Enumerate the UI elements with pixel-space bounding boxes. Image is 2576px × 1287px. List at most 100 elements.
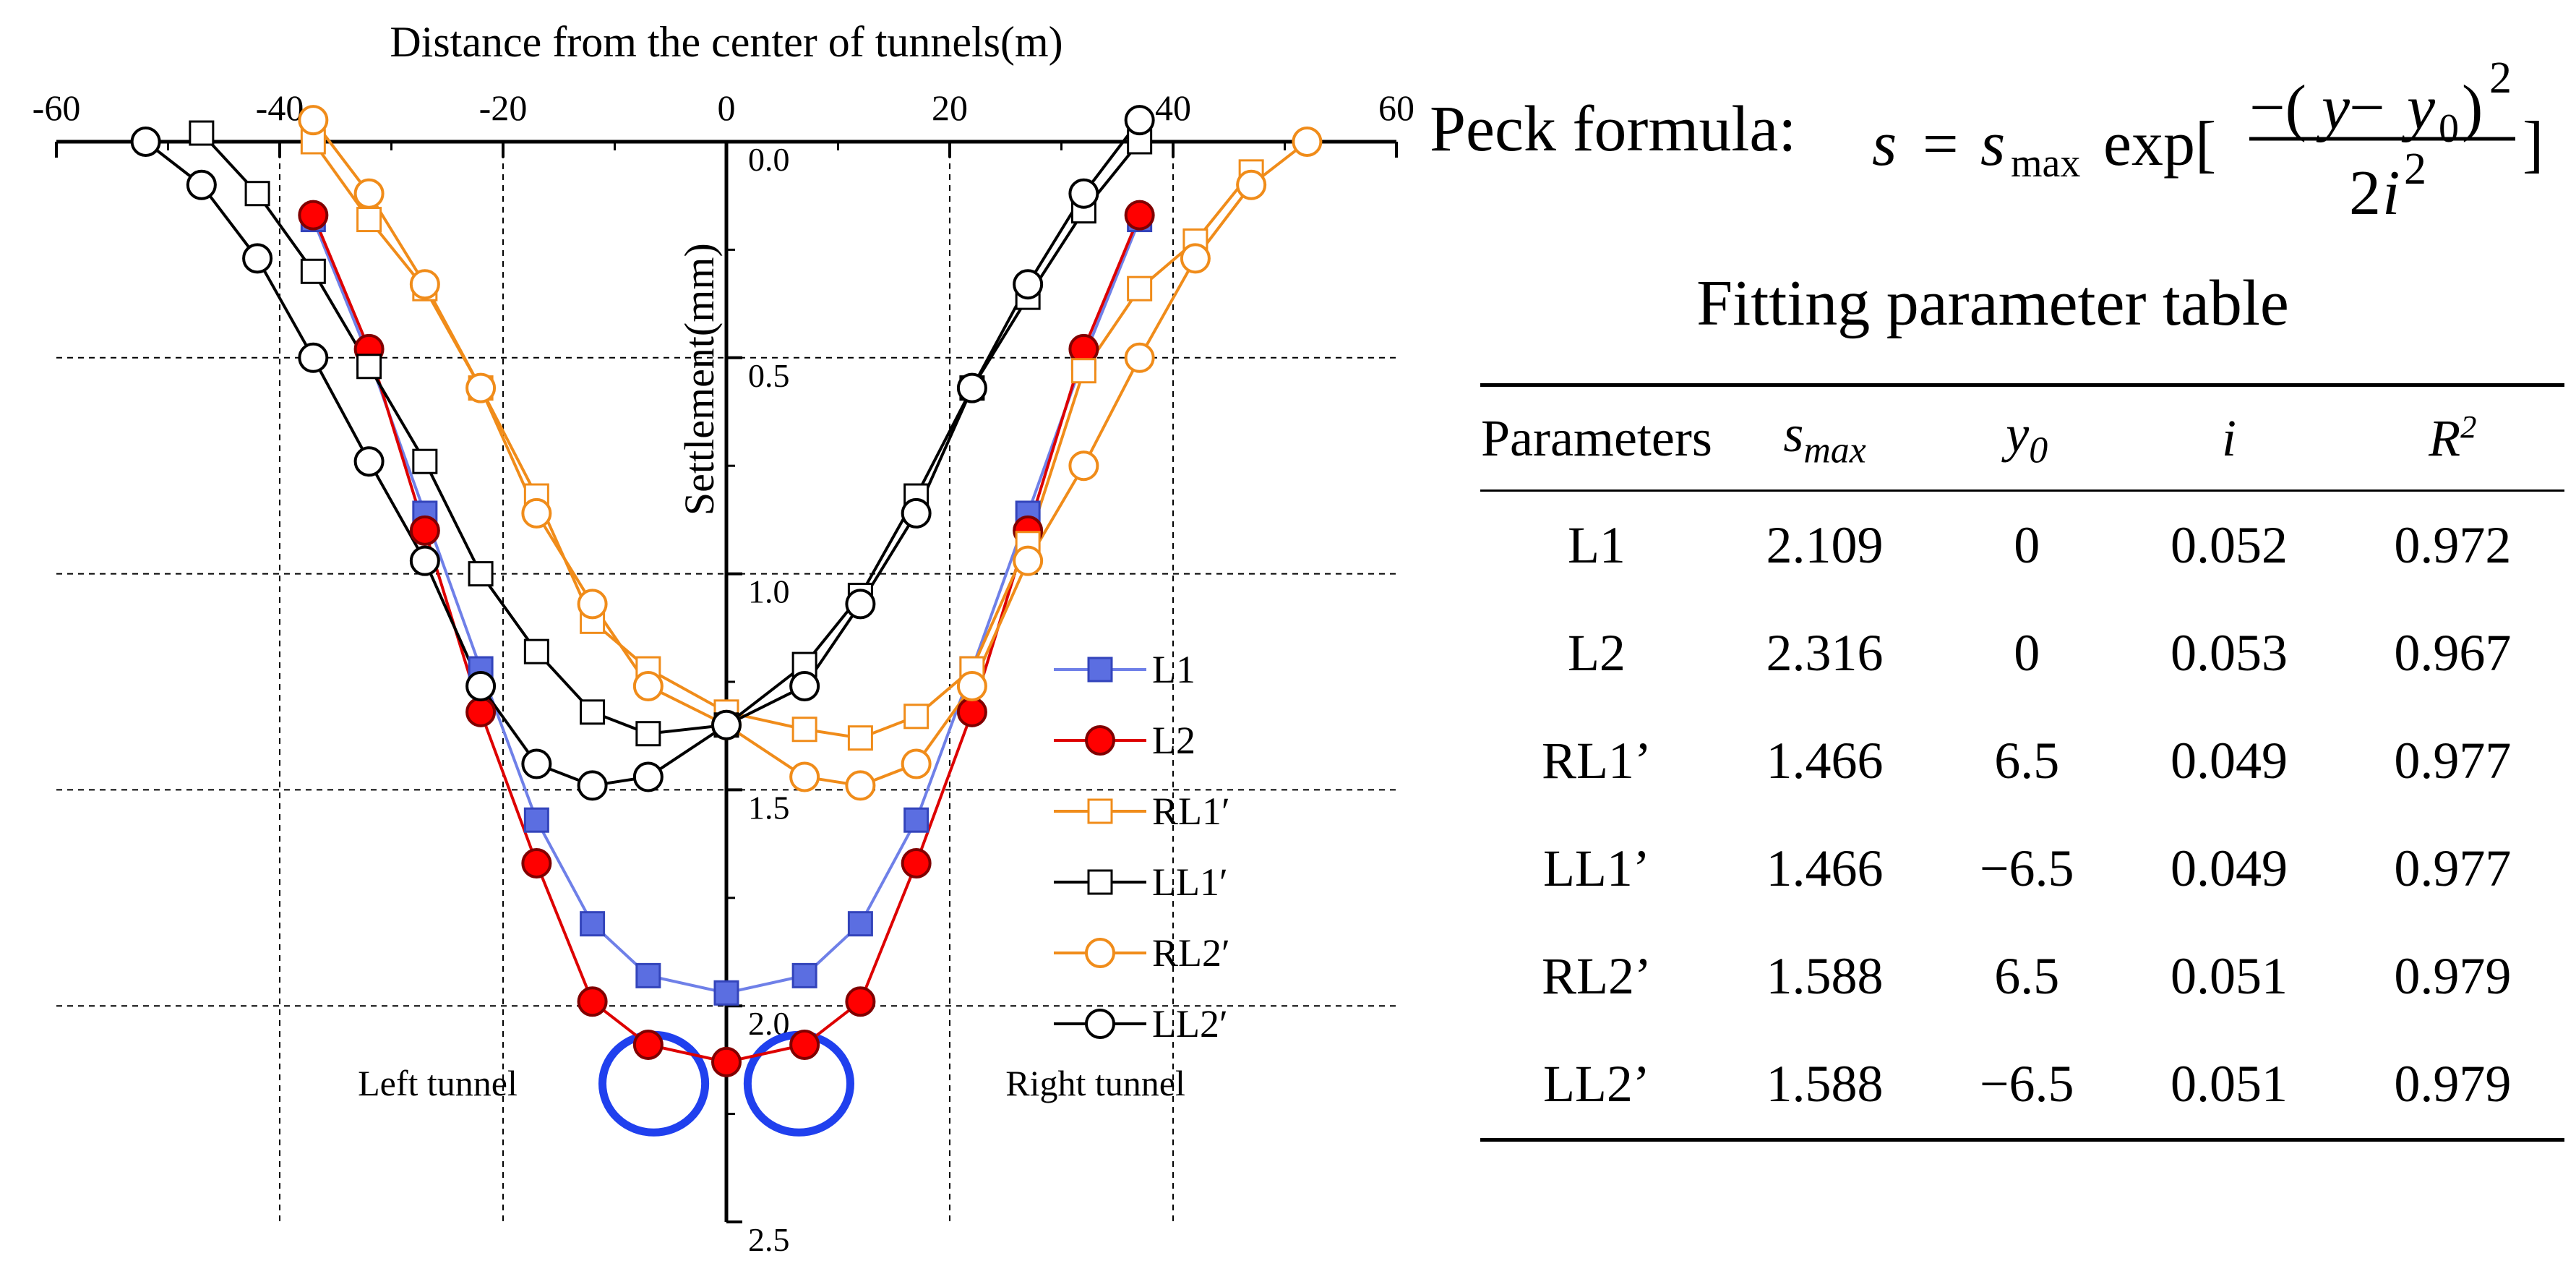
data-point bbox=[468, 561, 494, 587]
data-point bbox=[789, 761, 820, 792]
data-point bbox=[956, 670, 987, 701]
data-point bbox=[1013, 545, 1044, 576]
table-row: L1 2.109 0 0.052 0.972 bbox=[1480, 491, 2564, 600]
data-point bbox=[409, 515, 440, 546]
table-cell: 0.049 bbox=[2170, 732, 2288, 790]
formula-close: ] bbox=[2523, 109, 2543, 179]
data-point bbox=[356, 354, 382, 380]
data-point bbox=[412, 448, 438, 474]
x-tick-label: 40 bbox=[1155, 87, 1191, 128]
formula-num-y0: y bbox=[2401, 73, 2436, 143]
table-cell: 0.052 bbox=[2170, 516, 2288, 574]
legend-label: LL2′ bbox=[1152, 1002, 1228, 1046]
table-cell: −6.5 bbox=[1936, 1030, 2118, 1142]
data-point bbox=[1236, 169, 1267, 200]
formula-s: s bbox=[1980, 109, 2005, 179]
legend-marker bbox=[1087, 869, 1113, 895]
peck-formula-math: s = s max exp[ −( y − y 0 ) 2 2 i 2 ] bbox=[1872, 54, 2543, 228]
table-cell: 6.5 bbox=[1994, 947, 2060, 1005]
legend-marker bbox=[1085, 1009, 1115, 1039]
table-body: L1 2.109 0 0.052 0.972 L2 2.316 0 0.053 0.967 RL1’… bbox=[1480, 491, 2564, 1142]
data-point bbox=[791, 962, 817, 988]
formula-s-sub: max bbox=[2011, 141, 2080, 186]
x-tick-label: -20 bbox=[479, 87, 528, 128]
data-point bbox=[298, 105, 329, 136]
data-point bbox=[244, 181, 270, 207]
table-header-cell: i bbox=[2117, 383, 2341, 492]
table-cell: 0.972 bbox=[2394, 516, 2512, 574]
tunnel-label: Left tunnel bbox=[358, 1063, 518, 1103]
fitting-panel: Peck formula: s = s max exp[ −( y − y 0 … bbox=[1409, 0, 2576, 1287]
formula-num-minus2: − bbox=[2349, 73, 2385, 143]
data-point bbox=[713, 980, 739, 1006]
data-point bbox=[632, 670, 664, 701]
data-point bbox=[465, 696, 497, 727]
x-tick-label: 0 bbox=[718, 87, 736, 128]
legend-marker bbox=[1087, 798, 1113, 824]
data-point bbox=[1292, 127, 1323, 157]
table-cell: RL2’ bbox=[1541, 947, 1652, 1005]
x-tick-label: 20 bbox=[932, 87, 968, 128]
formula-equals: = bbox=[1923, 109, 1959, 179]
table-cell: 0.053 bbox=[2170, 624, 2288, 682]
y-tick-label: 2.5 bbox=[748, 1221, 790, 1258]
formula-num-pow: 2 bbox=[2489, 54, 2512, 103]
data-point bbox=[632, 761, 664, 792]
table-cell: RL1’ bbox=[1541, 732, 1652, 790]
data-point bbox=[635, 962, 661, 988]
data-point bbox=[1013, 269, 1044, 300]
data-point bbox=[711, 709, 742, 740]
data-point bbox=[789, 670, 820, 701]
data-point bbox=[791, 717, 817, 743]
data-point bbox=[298, 342, 329, 373]
data-point bbox=[845, 986, 876, 1017]
data-point bbox=[901, 847, 932, 878]
data-point bbox=[353, 446, 385, 477]
y-tick-label: 0.0 bbox=[748, 141, 790, 178]
data-point bbox=[298, 200, 329, 231]
table-cell: 1.466 bbox=[1766, 839, 1884, 897]
table-cell: 0.977 bbox=[2394, 839, 2512, 897]
data-point bbox=[1124, 200, 1155, 231]
data-point bbox=[847, 911, 873, 937]
table-title: Fitting parameter table bbox=[1696, 268, 2289, 339]
legend-label: RL1′ bbox=[1152, 790, 1230, 833]
table-cell: 0.051 bbox=[2170, 947, 2288, 1005]
table-cell: 0.977 bbox=[2394, 732, 2512, 790]
table-header-cell: smax bbox=[1712, 383, 1937, 492]
legend-marker bbox=[1085, 938, 1115, 968]
data-point bbox=[465, 670, 497, 701]
data-point bbox=[635, 721, 661, 747]
formula-num-y: y bbox=[2316, 73, 2350, 143]
data-point bbox=[845, 770, 876, 801]
formula-den-pow: 2 bbox=[2404, 145, 2426, 194]
table-cell: 0.979 bbox=[2394, 947, 2512, 1005]
data-point bbox=[523, 807, 549, 833]
data-point bbox=[521, 847, 552, 878]
data-point bbox=[356, 207, 382, 233]
data-point bbox=[1070, 358, 1096, 384]
table-cell: 0.049 bbox=[2170, 839, 2288, 897]
formula-num-close: ) bbox=[2462, 73, 2483, 143]
data-point bbox=[580, 699, 606, 725]
series-line bbox=[312, 119, 1308, 787]
data-point bbox=[711, 1046, 742, 1077]
x-tick-label: 60 bbox=[1378, 87, 1414, 128]
table-cell: 1.466 bbox=[1766, 732, 1884, 790]
formula-den-i: i bbox=[2382, 158, 2400, 228]
formula-exp: exp[ bbox=[2103, 109, 2216, 179]
table-cell: 1.588 bbox=[1712, 1030, 1937, 1142]
data-point bbox=[521, 748, 552, 779]
peck-formula: Peck formula: bbox=[1430, 85, 1796, 166]
table-cell: 0 bbox=[2014, 516, 2040, 574]
y-axis-title: Settlement(mm) bbox=[676, 243, 723, 516]
legend-label: L1 bbox=[1152, 648, 1195, 691]
table-cell: 0.051 bbox=[2117, 1030, 2341, 1142]
data-point bbox=[353, 178, 385, 209]
table-cell: 2.109 bbox=[1766, 516, 1884, 574]
table-row: RL2’ 1.588 6.5 0.051 0.979 bbox=[1480, 923, 2564, 1030]
x-tick-label: -60 bbox=[33, 87, 81, 128]
table-header-cell: Parameters bbox=[1480, 383, 1713, 492]
series-line bbox=[312, 140, 1253, 740]
table-cell: 6.5 bbox=[1994, 732, 2060, 790]
